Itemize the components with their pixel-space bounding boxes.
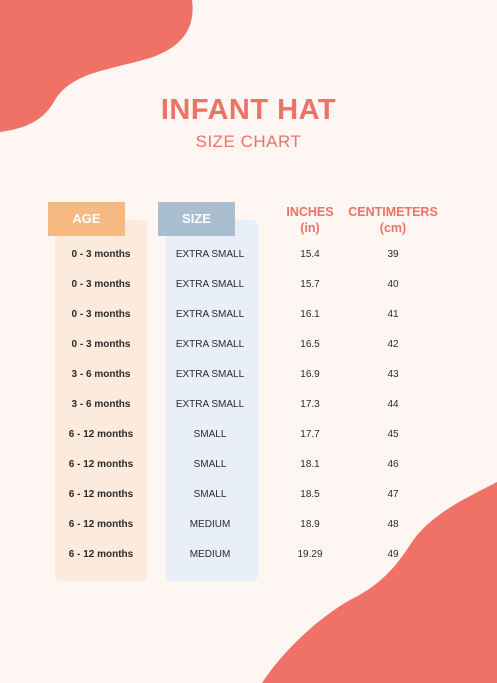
- table-row: 0 - 3 months EXTRA SMALL 16.5 42: [0, 330, 497, 360]
- age-cell: 0 - 3 months: [71, 249, 131, 260]
- centimeters-cell: 40: [387, 279, 399, 290]
- size-cell: EXTRA SMALL: [175, 309, 245, 320]
- centimeters-cell: 43: [387, 369, 399, 380]
- table-row: 6 - 12 months MEDIUM 19.29 49: [0, 540, 497, 570]
- bottom-right-blob-decoration: [262, 482, 497, 683]
- age-column-background: [55, 220, 147, 581]
- age-cell: 0 - 3 months: [71, 279, 131, 290]
- inches-cell: 15.4: [300, 249, 320, 260]
- table-row: 0 - 3 months EXTRA SMALL 15.4 39: [0, 240, 497, 270]
- page-title: INFANT HAT: [160, 94, 337, 126]
- centimeters-cell: 48: [387, 519, 399, 530]
- table-row: 0 - 3 months EXTRA SMALL 15.7 40: [0, 270, 497, 300]
- table-row: 6 - 12 months SMALL 18.5 47: [0, 480, 497, 510]
- age-cell: 0 - 3 months: [71, 309, 131, 320]
- age-cell: 6 - 12 months: [68, 459, 134, 470]
- age-cell: 3 - 6 months: [71, 399, 131, 410]
- table-row: 6 - 12 months SMALL 17.7 45: [0, 420, 497, 450]
- centimeters-header-label: CENTIMETERS: [348, 205, 438, 219]
- age-cell: 3 - 6 months: [71, 369, 131, 380]
- centimeters-cell: 42: [387, 339, 399, 350]
- inches-cell: 19.29: [297, 549, 323, 560]
- size-column-header: SIZE: [158, 202, 235, 236]
- age-cell: 6 - 12 months: [68, 549, 134, 560]
- table-row: 0 - 3 months EXTRA SMALL 16.1 41: [0, 300, 497, 330]
- size-cell: MEDIUM: [189, 519, 231, 530]
- inches-cell: 17.3: [300, 399, 320, 410]
- centimeters-cell: 44: [387, 399, 399, 410]
- inches-column-header: INCHES (in): [280, 204, 340, 236]
- table-row: 3 - 6 months EXTRA SMALL 16.9 43: [0, 360, 497, 390]
- age-cell: 0 - 3 months: [71, 339, 131, 350]
- centimeters-cell: 49: [387, 549, 399, 560]
- size-cell: SMALL: [193, 429, 227, 440]
- size-cell: EXTRA SMALL: [175, 339, 245, 350]
- inches-cell: 17.7: [300, 429, 320, 440]
- page-subtitle: SIZE CHART: [195, 132, 302, 151]
- centimeters-header-unit: (cm): [379, 221, 407, 235]
- centimeters-cell: 47: [387, 489, 399, 500]
- size-cell: SMALL: [193, 489, 227, 500]
- inches-header-unit: (in): [300, 221, 320, 235]
- inches-cell: 15.7: [300, 279, 320, 290]
- age-cell: 6 - 12 months: [68, 429, 134, 440]
- inches-cell: 18.1: [300, 459, 320, 470]
- size-cell: EXTRA SMALL: [175, 279, 245, 290]
- size-cell: EXTRA SMALL: [175, 249, 245, 260]
- size-cell: SMALL: [193, 459, 227, 470]
- centimeters-cell: 41: [387, 309, 399, 320]
- age-cell: 6 - 12 months: [68, 489, 134, 500]
- table-row: 6 - 12 months MEDIUM 18.9 48: [0, 510, 497, 540]
- size-column-background: [166, 220, 258, 581]
- inches-cell: 18.5: [300, 489, 320, 500]
- table-row: 3 - 6 months EXTRA SMALL 17.3 44: [0, 390, 497, 420]
- inches-cell: 16.1: [300, 309, 320, 320]
- age-column-header: AGE: [48, 202, 125, 236]
- age-cell: 6 - 12 months: [68, 519, 134, 530]
- centimeters-cell: 46: [387, 459, 399, 470]
- centimeters-column-header: CENTIMETERS (cm): [343, 204, 443, 236]
- size-cell: EXTRA SMALL: [175, 399, 245, 410]
- centimeters-cell: 39: [387, 249, 399, 260]
- centimeters-cell: 45: [387, 429, 399, 440]
- inches-cell: 16.5: [300, 339, 320, 350]
- size-cell: EXTRA SMALL: [175, 369, 245, 380]
- size-cell: MEDIUM: [189, 549, 231, 560]
- inches-cell: 16.9: [300, 369, 320, 380]
- table-row: 6 - 12 months SMALL 18.1 46: [0, 450, 497, 480]
- inches-cell: 18.9: [300, 519, 320, 530]
- inches-header-label: INCHES: [286, 205, 334, 219]
